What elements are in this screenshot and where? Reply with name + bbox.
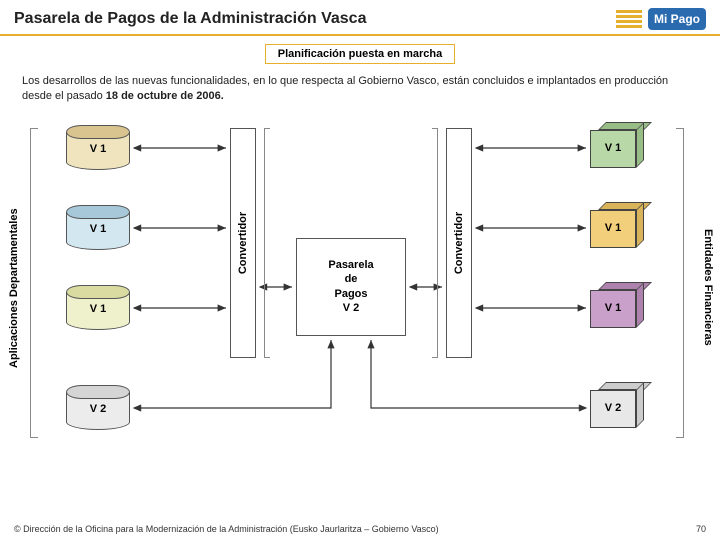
left-node-0: V 1	[66, 125, 130, 171]
left-node-2: V 1	[66, 285, 130, 331]
right-node-3: V 2	[590, 382, 644, 428]
description: Los desarrollos de las nuevas funcionali…	[0, 64, 720, 108]
page-title: Pasarela de Pagos de la Administración V…	[14, 10, 616, 28]
logo: Mi Pago	[616, 8, 706, 30]
page-number: 70	[696, 524, 706, 534]
right-bracket	[676, 128, 684, 438]
footer: © Dirección de la Oficina para la Modern…	[14, 524, 706, 534]
footer-text: © Dirección de la Oficina para la Modern…	[14, 524, 439, 534]
pasarela-box: PasareladePagosV 2	[296, 238, 406, 336]
logo-lines-icon	[616, 10, 642, 28]
header: Pasarela de Pagos de la Administración V…	[0, 0, 720, 36]
left-node-3: V 2	[66, 385, 130, 431]
right-group-label: Entidades Financieras	[702, 198, 714, 378]
subtitle: Planificación puesta en marcha	[265, 44, 455, 64]
architecture-diagram: Aplicaciones Departamentales Entidades Fi…	[0, 108, 720, 468]
inner-bracket-right	[432, 128, 438, 358]
converter-box-right: Convertidor	[446, 128, 472, 358]
inner-bracket-left	[264, 128, 270, 358]
logo-text: Mi Pago	[648, 8, 706, 30]
converter-box-left: Convertidor	[230, 128, 256, 358]
description-bold: 18 de octubre de 2006.	[106, 90, 224, 102]
left-group-label: Aplicaciones Departamentales	[8, 198, 20, 378]
right-node-0: V 1	[590, 122, 644, 168]
left-bracket	[30, 128, 38, 438]
left-node-1: V 1	[66, 205, 130, 251]
right-node-1: V 1	[590, 202, 644, 248]
subtitle-row: Planificación puesta en marcha	[0, 44, 720, 64]
right-node-2: V 1	[590, 282, 644, 328]
